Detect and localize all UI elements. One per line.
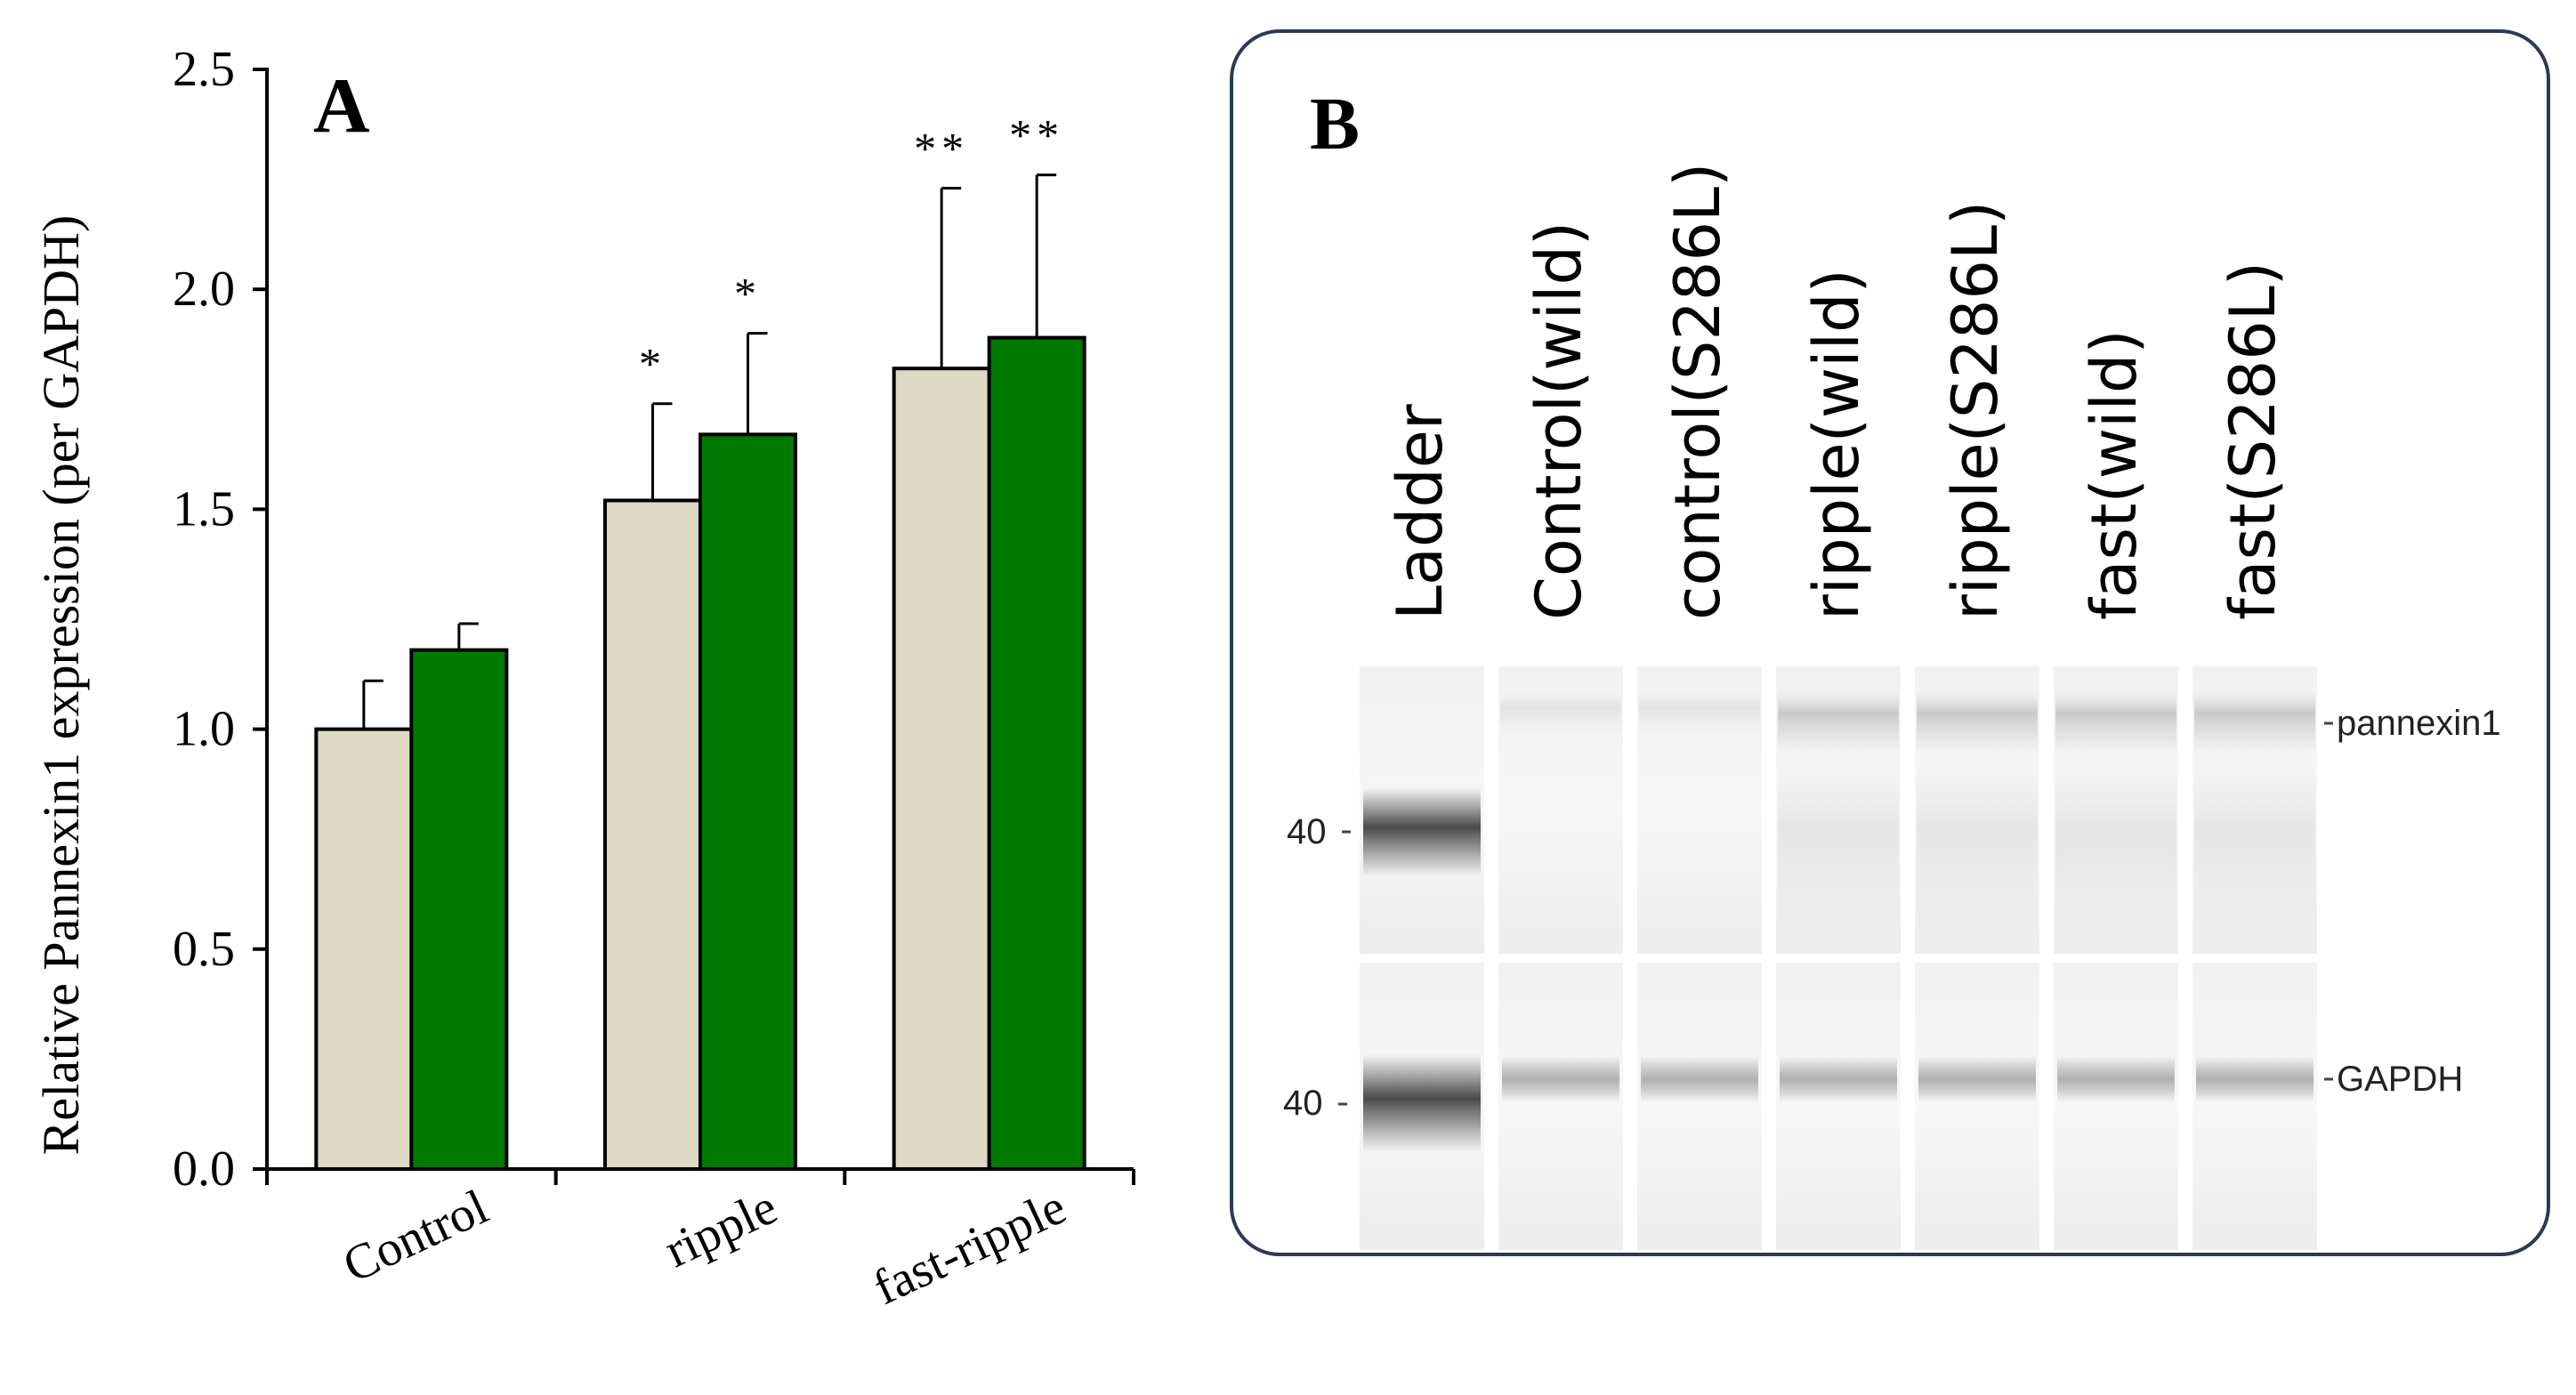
- lane-smear: [1917, 762, 2038, 940]
- x-category-label: Control: [335, 1180, 497, 1294]
- gapdh-band: [1641, 1056, 1758, 1102]
- gel-strip-lower: [1776, 963, 1901, 1250]
- lane-label: ripple(wild): [1800, 269, 1873, 620]
- capillary-western-panel: B Ladder Control(wild) control(S286L) rippl…: [1230, 29, 2550, 1256]
- y-tick-label: 1.5: [173, 481, 235, 536]
- pannexin1-band: [1778, 691, 1899, 754]
- gapdh-band: [1502, 1056, 1619, 1102]
- x-category-label: ripple: [657, 1180, 786, 1278]
- y-axis-title: Relative Pannexin1 expression (per GAPDH…: [32, 215, 90, 1156]
- lane-smear: [1778, 762, 1899, 940]
- x-category-label: fast-ripple: [865, 1180, 1074, 1316]
- gel-strip-lower: [1498, 963, 1623, 1250]
- lane-label: ripple(S286L): [1939, 201, 2012, 620]
- ladder-marker-lower: 40: [1283, 1084, 1323, 1123]
- significance-marker: **: [914, 123, 969, 173]
- panel-label-a: A: [313, 63, 370, 149]
- lane-label: fast(wild): [2078, 329, 2151, 620]
- gel-image: B Ladder Control(wild) control(S286L) rippl…: [1283, 83, 2501, 1250]
- lane-smear: [2055, 762, 2176, 940]
- y-tick-label: 1.0: [173, 702, 235, 757]
- pannexin1-band: [2055, 691, 2176, 754]
- y-tick-label: 2.5: [173, 42, 235, 97]
- lane-label: Control(wild): [1522, 222, 1595, 620]
- gel-strip-lower: [2192, 963, 2317, 1250]
- y-tick-label: 0.0: [173, 1141, 235, 1197]
- bar: [699, 432, 797, 1171]
- ladder-band-lower: [1363, 1054, 1481, 1152]
- lane-label: fast(S286L): [2217, 262, 2289, 620]
- bar: [987, 335, 1086, 1172]
- gapdh-band: [1918, 1056, 2036, 1102]
- lane-label: control(S286L): [1661, 163, 1734, 620]
- gapdh-band: [2057, 1056, 2175, 1102]
- ladder-marker-upper: 40: [1287, 812, 1327, 851]
- panel-label-b: B: [1310, 83, 1360, 165]
- ladder-band-upper: [1363, 787, 1481, 876]
- pannexin1-band: [2194, 691, 2315, 754]
- lane-label: Ladder: [1384, 404, 1457, 620]
- gel-strip-lower: [1637, 963, 1762, 1250]
- gapdh-band: [2196, 1056, 2314, 1102]
- gapdh-band: [1780, 1056, 1897, 1102]
- y-tick-label: 2.0: [173, 262, 235, 317]
- band-label-gapdh: GAPDH: [2337, 1060, 2463, 1099]
- significance-marker: **: [1009, 110, 1064, 160]
- bar: [892, 367, 991, 1171]
- bar-chart-a: A Relative Pannexin1 expression (per GAP…: [32, 42, 1135, 1316]
- significance-marker: *: [639, 339, 666, 389]
- significance-marker: *: [734, 269, 762, 319]
- lane-smear: [2194, 762, 2315, 940]
- y-tick-label: 0.5: [173, 922, 235, 977]
- bar: [409, 648, 509, 1171]
- pannexin1-band: [1639, 691, 1760, 736]
- gel-strip-lower: [2054, 963, 2178, 1250]
- band-label-pannexin1: pannexin1: [2337, 704, 2501, 743]
- pannexin1-band: [1500, 691, 1621, 736]
- pannexin1-band: [1917, 691, 2038, 754]
- bar: [314, 727, 414, 1171]
- gel-strip-lower: [1915, 963, 2039, 1250]
- bar: [603, 498, 702, 1171]
